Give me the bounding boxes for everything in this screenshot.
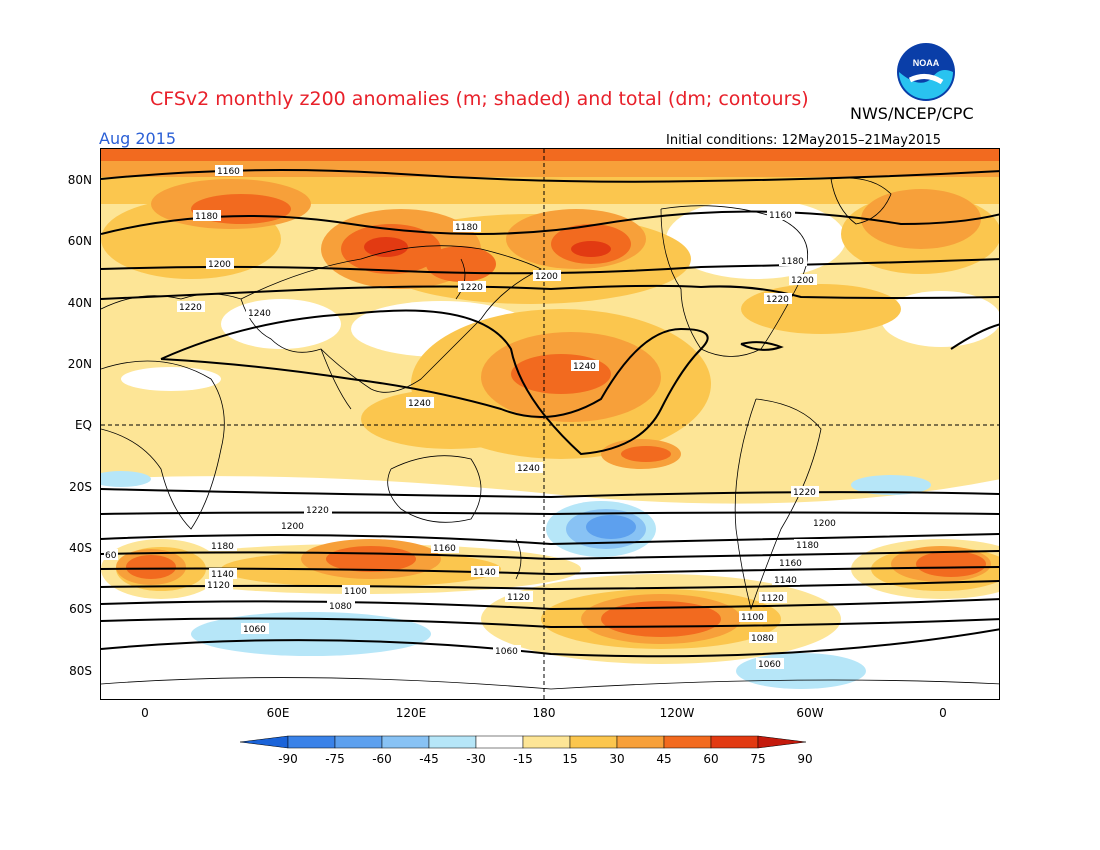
svg-text:1160: 1160 <box>217 167 240 177</box>
colorbar-label: 30 <box>609 752 625 766</box>
svg-text:1220: 1220 <box>306 506 329 516</box>
colorbar-cell <box>569 735 618 749</box>
colorbar-arrow-left <box>240 735 289 749</box>
colorbar-label: 45 <box>656 752 672 766</box>
svg-text:NOAA: NOAA <box>913 58 940 68</box>
svg-text:1180: 1180 <box>781 257 804 267</box>
svg-text:1180: 1180 <box>455 223 478 233</box>
colorbar-cell <box>663 735 712 749</box>
svg-text:1240: 1240 <box>517 464 540 474</box>
svg-text:1220: 1220 <box>793 488 816 498</box>
lat-label-20s: 20S <box>69 480 92 494</box>
svg-text:1220: 1220 <box>460 283 483 293</box>
chart-title: CFSv2 monthly z200 anomalies (m; shaded)… <box>150 88 809 110</box>
colorbar <box>240 735 807 749</box>
colorbar-cell <box>428 735 477 749</box>
noaa-logo-icon: NOAA <box>897 43 955 101</box>
svg-text:1100: 1100 <box>741 613 764 623</box>
lat-label-60n: 60N <box>67 234 92 248</box>
svg-text:1120: 1120 <box>761 594 784 604</box>
svg-text:1180: 1180 <box>211 542 234 552</box>
anomaly-map: 1160 1180 1180 1160 1200 1200 1180 1200 … <box>100 148 1000 700</box>
colorbar-label: 75 <box>750 752 766 766</box>
lat-label-40n: 40N <box>67 296 92 310</box>
svg-text:1220: 1220 <box>766 295 789 305</box>
lon-label-60e: 60E <box>266 706 290 720</box>
svg-text:1240: 1240 <box>573 362 596 372</box>
colorbar-label: 60 <box>703 752 719 766</box>
colorbar-label: -30 <box>466 752 486 766</box>
lat-label-40s: 40S <box>69 541 92 555</box>
colorbar-label: -15 <box>513 752 533 766</box>
colorbar-cell <box>381 735 430 749</box>
svg-text:1200: 1200 <box>208 260 231 270</box>
svg-text:1060: 1060 <box>243 625 266 635</box>
lat-label-20n: 20N <box>67 357 92 371</box>
svg-text:1060: 1060 <box>495 647 518 657</box>
svg-text:1200: 1200 <box>281 522 304 532</box>
colorbar-label: -90 <box>278 752 298 766</box>
svg-text:1180: 1180 <box>796 541 819 551</box>
svg-text:1220: 1220 <box>179 303 202 313</box>
lon-label-60w: 60W <box>796 706 824 720</box>
lon-label-180: 180 <box>532 706 556 720</box>
svg-text:1160: 1160 <box>433 544 456 554</box>
forecast-month: Aug 2015 <box>99 129 177 148</box>
svg-text:1200: 1200 <box>813 519 836 529</box>
lat-label-80s: 80S <box>69 664 92 678</box>
colorbar-label: -45 <box>419 752 439 766</box>
colorbar-arrow-right <box>757 735 807 749</box>
svg-text:1060: 1060 <box>758 660 781 670</box>
colorbar-cell <box>475 735 524 749</box>
svg-text:1140: 1140 <box>473 568 496 578</box>
colorbar-cell <box>287 735 336 749</box>
lon-label-120w: 120W <box>659 706 695 720</box>
colorbar-label: 15 <box>562 752 578 766</box>
lon-label-0-east: 0 <box>939 706 947 720</box>
map-canvas: 1160 1180 1180 1160 1200 1200 1180 1200 … <box>101 149 999 699</box>
svg-text:1080: 1080 <box>329 602 352 612</box>
lat-label-eq: EQ <box>74 418 92 432</box>
colorbar-label: -60 <box>372 752 392 766</box>
svg-text:1140: 1140 <box>211 570 234 580</box>
svg-text:60: 60 <box>105 551 117 561</box>
svg-text:1120: 1120 <box>507 593 530 603</box>
lat-label-60s: 60S <box>69 602 92 616</box>
svg-text:1120: 1120 <box>207 581 230 591</box>
colorbar-cell <box>522 735 571 749</box>
svg-text:1080: 1080 <box>751 634 774 644</box>
lon-label-0: 0 <box>141 706 149 720</box>
colorbar-label: 90 <box>797 752 813 766</box>
svg-text:1160: 1160 <box>769 211 792 221</box>
svg-text:1200: 1200 <box>535 272 558 282</box>
organization-label: NWS/NCEP/CPC <box>850 104 974 123</box>
initial-conditions: Initial conditions: 12May2015–21May2015 <box>666 133 941 148</box>
lat-label-80n: 80N <box>67 173 92 187</box>
svg-text:1180: 1180 <box>195 212 218 222</box>
colorbar-label: -75 <box>325 752 345 766</box>
svg-text:1240: 1240 <box>408 399 431 409</box>
colorbar-cell <box>710 735 759 749</box>
svg-text:1240: 1240 <box>248 309 271 319</box>
svg-text:1100: 1100 <box>344 587 367 597</box>
lon-label-120e: 120E <box>395 706 427 720</box>
svg-text:1200: 1200 <box>791 276 814 286</box>
svg-text:1140: 1140 <box>774 576 797 586</box>
colorbar-cell <box>334 735 383 749</box>
colorbar-cell <box>616 735 665 749</box>
svg-text:1160: 1160 <box>779 559 802 569</box>
